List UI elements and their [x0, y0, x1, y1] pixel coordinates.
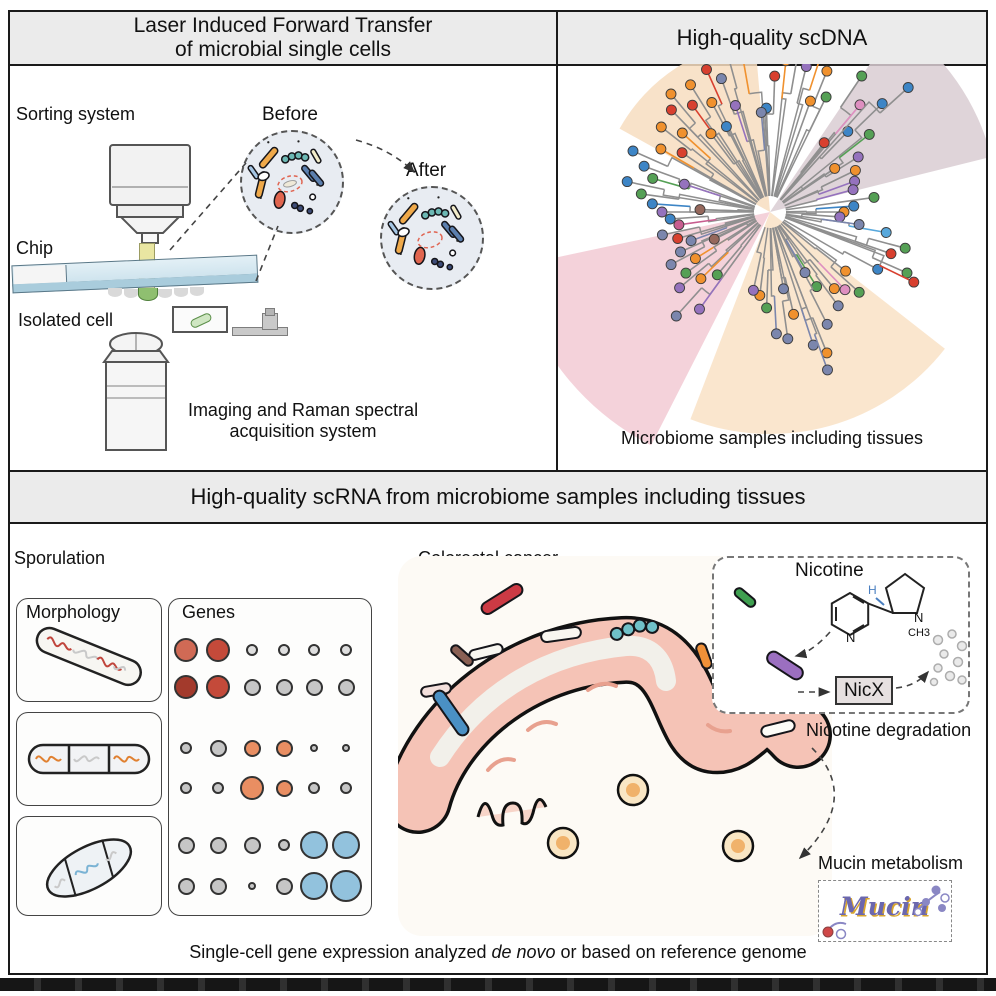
scdna-caption: Microbiome samples including tissues — [620, 428, 924, 448]
nicx-enzyme-box: NicX — [835, 676, 893, 705]
after-label: After — [406, 160, 447, 181]
after-circle — [380, 186, 484, 290]
pyridine-n-label: N — [846, 630, 855, 645]
droplet-gray — [158, 289, 172, 298]
gene-dot — [275, 739, 293, 757]
chip-white-end — [12, 264, 67, 284]
mucin-metabolism-label: Mucin metabolism — [818, 853, 964, 873]
gene-dot — [177, 836, 195, 854]
methyl-label: CH3 — [908, 627, 930, 639]
gene-dot — [275, 678, 293, 696]
gene-dot — [332, 831, 360, 859]
caption-post: or based on reference genome — [555, 942, 807, 962]
gene-dot — [275, 779, 293, 797]
droplet-gray — [174, 288, 188, 297]
gene-dot — [209, 877, 227, 895]
gene-dot — [300, 872, 328, 900]
gene-dot — [209, 739, 227, 757]
nicotine-molecule: N N CH3 H — [830, 572, 930, 645]
lift-title-line2: of microbial single cells — [175, 38, 391, 61]
droplet-gray — [124, 289, 138, 298]
mucin-glycans — [822, 885, 950, 940]
gene-dot — [248, 882, 256, 890]
gene-dot — [240, 776, 264, 800]
imaging-label-line2: acquisition system — [229, 421, 377, 441]
receiver-base-icon — [232, 327, 288, 336]
gene-dot — [330, 870, 362, 902]
gene-dot — [308, 644, 320, 656]
gene-dot — [342, 744, 350, 752]
imaging-objective-illustration — [102, 332, 170, 451]
isolated-cell-box-icon — [172, 306, 228, 333]
receiver-cap-icon — [265, 308, 275, 316]
droplet-isolated-cell — [138, 288, 158, 301]
bottom-caption: Single-cell gene expression analyzed de … — [8, 942, 988, 963]
gut-illustration — [398, 616, 832, 863]
morphology-cell-vegetative — [35, 626, 142, 687]
gene-dot — [308, 782, 320, 794]
gene-dot — [337, 678, 355, 696]
gene-dot — [206, 675, 230, 699]
pyrrolidine-n-label: N — [914, 610, 923, 625]
mucin-word-art: Mucin — [840, 892, 929, 921]
target-cell-dashed-marker — [277, 175, 303, 193]
scdna-title: High-quality scDNA — [676, 25, 868, 50]
lift-title-line1: Laser Induced Forward Transfer — [133, 14, 433, 37]
target-cell-removed-marker — [417, 231, 443, 249]
gene-dot — [246, 644, 258, 656]
hydrogen-label: H — [868, 583, 877, 597]
imaging-system-label: Imaging and Raman spectral acquisition s… — [178, 400, 428, 442]
gene-dot — [275, 877, 293, 895]
droplet-gray — [190, 287, 204, 296]
panel-scdna-header: High-quality scDNA — [558, 12, 986, 66]
gene-dot — [243, 739, 261, 757]
sorting-objective-illustration — [109, 144, 191, 244]
before-label: Before — [262, 104, 318, 125]
gene-dot — [278, 839, 290, 851]
isolated-cell-icon — [189, 311, 213, 330]
before-microbes-illustration — [247, 140, 325, 215]
gene-dot — [278, 644, 290, 656]
nicotine-degradation-label: Nicotine degradation — [806, 720, 972, 740]
genes-label: Genes — [182, 602, 236, 622]
morphology-cell-spore — [45, 838, 133, 898]
caption-italic: de novo — [491, 942, 556, 962]
gene-dot — [180, 782, 192, 794]
gene-expression-dot-matrix — [168, 598, 372, 916]
phylogenetic-tree — [558, 64, 986, 446]
filmstrip-bar — [0, 978, 996, 991]
gene-dot — [174, 675, 198, 699]
sporulation-label: Sporulation — [14, 548, 106, 568]
nicotine-label: Nicotine — [795, 560, 864, 581]
panel-lift-header: Laser Induced Forward Transfer of microb… — [10, 12, 556, 66]
gene-dot — [206, 638, 230, 662]
gene-dot — [212, 782, 224, 794]
degradation-product-dots — [929, 629, 968, 687]
caption-pre: Single-cell gene expression analyzed — [189, 942, 492, 962]
gene-dot — [243, 836, 261, 854]
panel-scrna-header: High-quality scRNA from microbiome sampl… — [10, 472, 986, 524]
gene-dot — [177, 877, 195, 895]
gene-dot — [340, 644, 352, 656]
isolated-cell-label: Isolated cell — [18, 310, 114, 330]
gene-dot — [305, 678, 323, 696]
sorting-system-label: Sorting system — [16, 104, 136, 124]
gene-dot — [180, 742, 192, 754]
chip-label: Chip — [16, 238, 54, 258]
gene-dot — [300, 831, 328, 859]
genes-box — [168, 598, 372, 916]
gene-dot — [243, 678, 261, 696]
morphology-label: Morphology — [26, 602, 121, 622]
after-microbes-illustration — [387, 196, 465, 271]
droplet-gray — [108, 288, 122, 297]
scrna-title: High-quality scRNA from microbiome sampl… — [190, 484, 806, 509]
imaging-label-line1: Imaging and Raman spectral — [187, 400, 419, 420]
gene-dot — [209, 836, 227, 854]
gene-dot — [340, 782, 352, 794]
gene-dot — [174, 638, 198, 662]
morphology-cell-septation — [27, 743, 151, 775]
gene-dot — [310, 744, 318, 752]
